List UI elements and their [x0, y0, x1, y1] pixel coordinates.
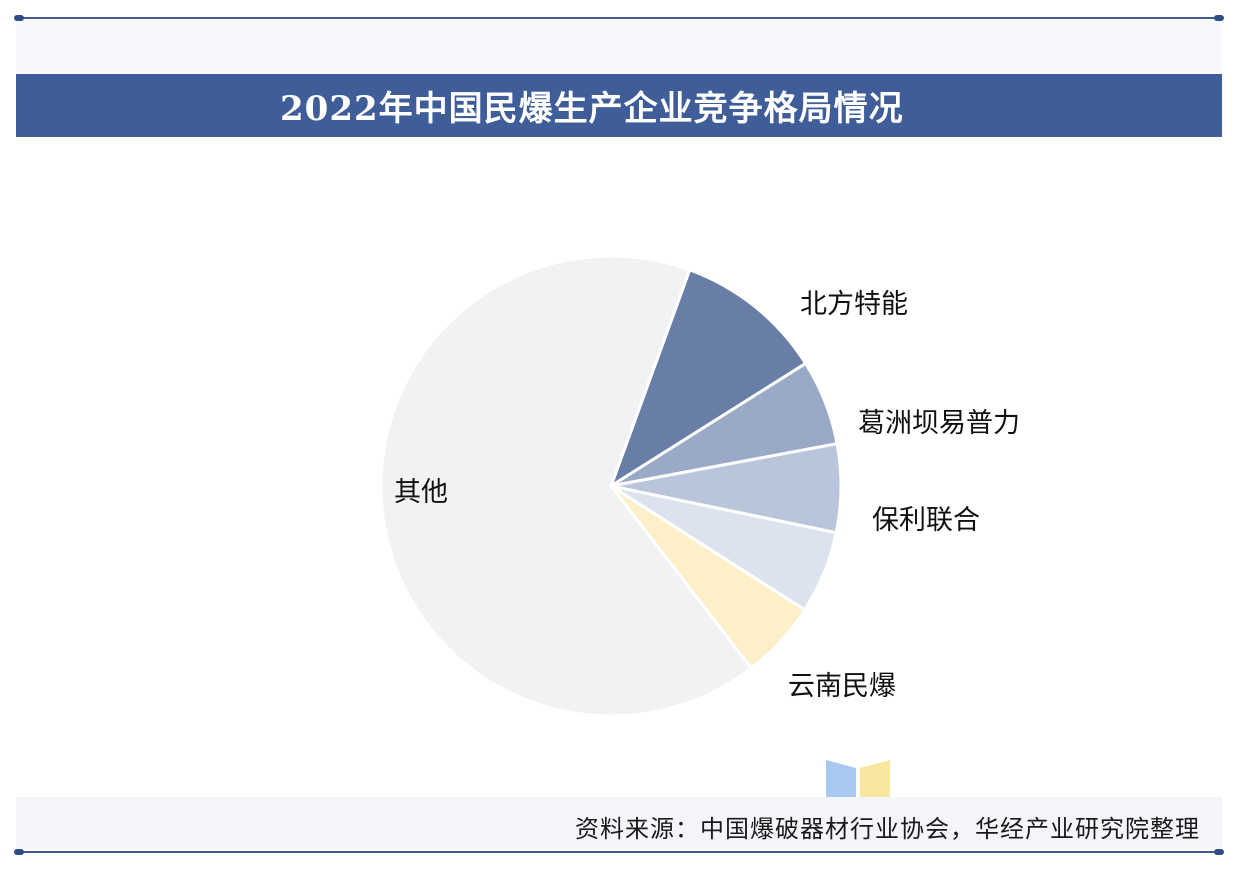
bottom-frame-line [16, 851, 1222, 853]
chart-area: 北方特能葛洲坝易普力保利联合云南民爆 其他 [16, 137, 1222, 797]
pie-slice-5 [379, 254, 753, 718]
pie-label-0: 北方特能 [800, 289, 908, 320]
pie-label-4: 云南民爆 [788, 671, 896, 702]
source-bar: 资料来源：中国爆破器材行业协会，华经产业研究院整理 [16, 797, 1222, 849]
top-left-frame-dot [14, 15, 24, 21]
bottom-right-frame-dot [1214, 849, 1224, 855]
pie-label-2: 保利联合 [872, 505, 980, 536]
chart-title: 2022年中国民爆生产企业竞争格局情况 [280, 89, 904, 129]
pie-label-5: 其他 [394, 477, 448, 508]
pie-label-1: 葛洲坝易普力 [858, 408, 1020, 439]
source-note: 资料来源：中国爆破器材行业协会，华经产业研究院整理 [575, 815, 1200, 843]
pie-slice-0 [609, 268, 808, 488]
bottom-left-frame-dot [14, 849, 24, 855]
top-right-frame-dot [1214, 15, 1224, 21]
title-bar: 2022年中国民爆生产企业竞争格局情况 [16, 74, 1222, 137]
top-frame-line [16, 17, 1222, 19]
